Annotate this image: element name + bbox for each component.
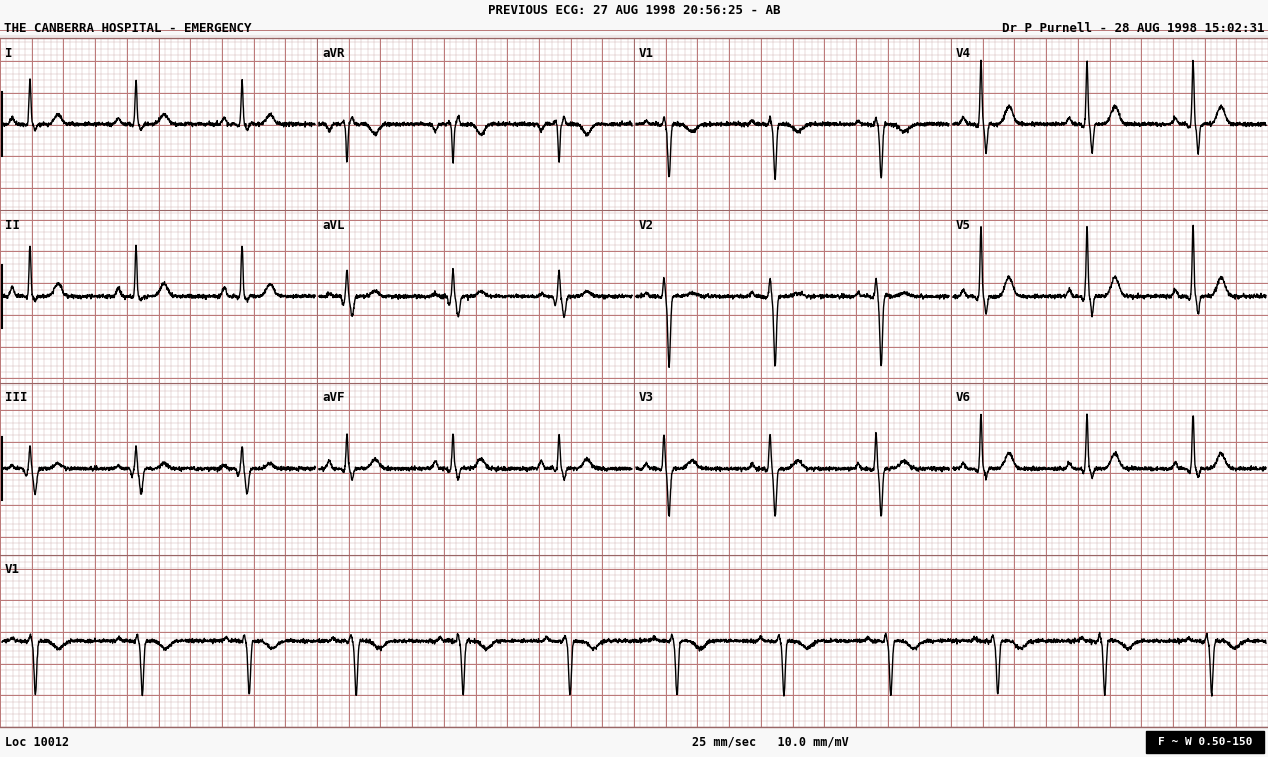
Text: V3: V3 — [639, 391, 654, 404]
Text: PREVIOUS ECG: 27 AUG 1998 20:56:25 - AB: PREVIOUS ECG: 27 AUG 1998 20:56:25 - AB — [488, 4, 780, 17]
Text: Loc 10012: Loc 10012 — [5, 736, 70, 749]
Text: 25 mm/sec   10.0 mm/mV: 25 mm/sec 10.0 mm/mV — [691, 736, 848, 749]
Text: II: II — [5, 219, 20, 232]
Text: III: III — [5, 391, 28, 404]
Text: aVL: aVL — [322, 219, 345, 232]
Text: V5: V5 — [956, 219, 971, 232]
Text: F ~ W 0.50-150: F ~ W 0.50-150 — [1158, 737, 1253, 747]
Text: aVR: aVR — [322, 47, 345, 60]
Text: THE CANBERRA HOSPITAL - EMERGENCY: THE CANBERRA HOSPITAL - EMERGENCY — [4, 21, 251, 35]
Text: V4: V4 — [956, 47, 971, 60]
Text: aVF: aVF — [322, 391, 345, 404]
Text: I: I — [5, 47, 13, 60]
Text: V6: V6 — [956, 391, 971, 404]
Text: Dr P Purnell - 28 AUG 1998 15:02:31: Dr P Purnell - 28 AUG 1998 15:02:31 — [1002, 21, 1264, 35]
Text: V2: V2 — [639, 219, 654, 232]
Text: V1: V1 — [5, 563, 20, 576]
Text: V1: V1 — [639, 47, 654, 60]
Bar — [0, 0, 1268, 38]
Bar — [1146, 731, 1264, 753]
Bar — [0, 727, 1268, 757]
